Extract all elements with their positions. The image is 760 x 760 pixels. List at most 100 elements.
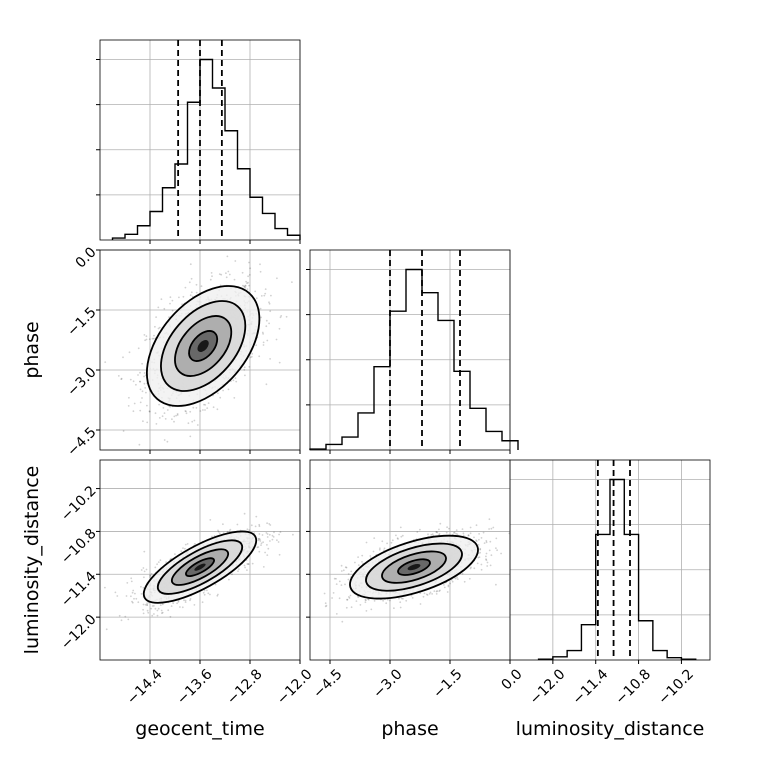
sample-point <box>241 271 244 274</box>
sample-point <box>429 591 432 594</box>
sample-point <box>182 547 184 549</box>
sample-point <box>172 602 175 605</box>
sample-point <box>176 602 179 605</box>
sample-point <box>249 267 252 270</box>
sample-point <box>188 281 191 284</box>
sample-point <box>209 593 211 596</box>
sample-point <box>244 286 247 289</box>
sample-point <box>405 599 408 602</box>
sample-point <box>485 558 487 561</box>
sample-point <box>202 409 204 411</box>
hist-panel-geocent_time <box>96 39 301 244</box>
sample-point <box>262 541 264 544</box>
sample-point <box>233 397 236 399</box>
sample-point <box>243 368 246 371</box>
sample-point <box>156 609 159 612</box>
sample-point <box>479 547 482 550</box>
sample-point <box>439 589 441 592</box>
sample-point <box>173 415 176 418</box>
sample-point <box>161 415 164 418</box>
sample-point <box>238 568 240 570</box>
sample-point <box>435 531 438 533</box>
sample-point <box>488 518 491 521</box>
sample-point <box>278 327 281 330</box>
sample-point <box>445 531 448 534</box>
sample-point <box>256 546 259 549</box>
sample-point <box>478 538 480 541</box>
contour-line <box>145 285 261 407</box>
sample-point <box>346 598 348 601</box>
contour-line <box>156 539 244 595</box>
sample-point <box>462 534 465 537</box>
sample-point <box>243 286 246 288</box>
sample-point <box>449 582 451 585</box>
sample-point <box>225 272 227 275</box>
sample-point <box>137 374 139 376</box>
sample-point <box>262 341 265 344</box>
sample-point <box>227 270 230 273</box>
sample-point <box>137 347 140 350</box>
sample-point <box>237 570 239 572</box>
sample-point <box>479 548 482 551</box>
sample-point <box>262 566 265 568</box>
sample-point <box>159 604 162 606</box>
contour-line <box>160 300 247 392</box>
sample-point <box>142 420 144 423</box>
sample-point <box>347 573 350 575</box>
y-tick-label: −3.0 <box>64 364 99 399</box>
sample-point <box>269 310 272 313</box>
sample-point <box>184 286 187 289</box>
sample-point <box>446 591 449 593</box>
x-tick-label: −10.8 <box>613 666 655 708</box>
sample-point <box>116 595 119 597</box>
sample-point <box>167 609 170 612</box>
sample-point <box>475 539 477 542</box>
sample-point <box>228 530 231 533</box>
sample-point <box>184 543 187 546</box>
sample-point <box>463 580 466 583</box>
sample-point <box>117 375 120 377</box>
hist-panel-phase <box>306 249 519 454</box>
sample-point <box>124 615 127 618</box>
sample-point <box>263 294 266 297</box>
sample-point <box>264 551 266 554</box>
sample-point <box>201 601 204 604</box>
sample-point <box>132 589 135 592</box>
sample-point <box>258 523 261 526</box>
sample-point <box>176 414 179 416</box>
contour-line <box>185 557 215 577</box>
sample-point <box>129 378 132 381</box>
sample-point <box>335 583 338 585</box>
sample-point <box>204 409 206 411</box>
sample-point <box>488 549 491 552</box>
contour-line <box>365 542 463 592</box>
sample-point <box>225 276 228 279</box>
sample-point <box>214 583 217 586</box>
sample-point <box>122 430 125 432</box>
sample-point <box>178 296 180 299</box>
sample-point <box>485 541 488 544</box>
sample-point <box>268 533 271 536</box>
sample-point <box>280 315 283 317</box>
contour-line <box>349 534 479 600</box>
sample-point <box>469 526 472 529</box>
y-tick-label: −10.8 <box>58 526 100 568</box>
sample-point <box>365 610 368 612</box>
sample-point <box>195 407 198 409</box>
sample-point <box>247 563 250 565</box>
sample-point <box>340 570 343 572</box>
sample-point <box>142 603 145 606</box>
sample-point <box>236 523 239 526</box>
sample-point <box>209 278 212 281</box>
sample-point <box>195 283 198 286</box>
sample-point <box>271 534 274 537</box>
sample-point <box>250 524 253 527</box>
sample-point <box>154 412 157 415</box>
sample-point <box>211 275 213 278</box>
sample-point <box>173 420 175 423</box>
sample-point <box>278 553 281 556</box>
sample-point <box>348 596 350 598</box>
sample-point <box>479 551 481 554</box>
sample-point <box>187 422 190 425</box>
sample-point <box>259 540 262 542</box>
